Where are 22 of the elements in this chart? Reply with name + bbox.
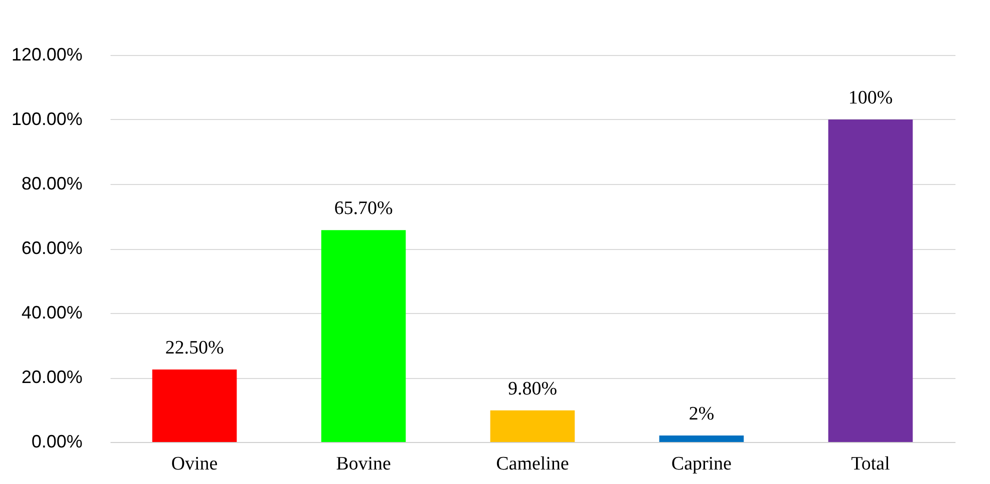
y-tick-label: 40.00% [21, 302, 82, 322]
y-tick-label: 60.00% [21, 238, 82, 258]
data-label: 65.70% [334, 198, 393, 220]
data-label: 100% [848, 88, 893, 108]
y-tick-label: 100.00% [11, 109, 82, 129]
x-tick-label: Ovine [171, 454, 218, 474]
bar [659, 436, 744, 442]
x-tick-label: Cameline [496, 454, 569, 474]
bar [152, 369, 237, 442]
y-tick-label: 80.00% [21, 174, 82, 194]
bar [828, 120, 913, 442]
x-tick-label: Total [851, 454, 890, 474]
y-tick-label: 120.00% [11, 44, 82, 64]
x-tick-label: Caprine [671, 454, 732, 474]
y-tick-label: 20.00% [21, 367, 82, 387]
x-tick-label: Bovine [336, 454, 391, 474]
data-label: 2% [688, 404, 714, 425]
data-label: 22.50% [165, 337, 224, 358]
bar [321, 230, 406, 442]
bar [490, 410, 575, 442]
y-tick-label: 0.00% [31, 432, 82, 452]
data-label: 9.80% [508, 378, 558, 400]
